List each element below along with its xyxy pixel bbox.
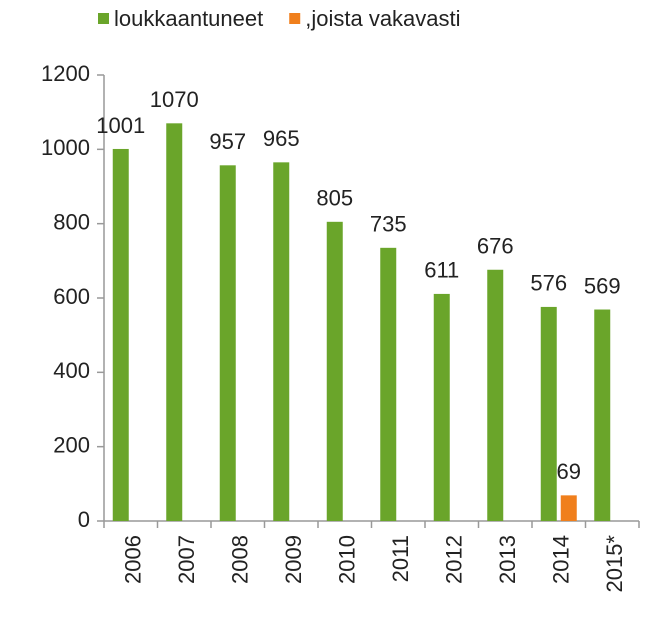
y-tick-label: 600: [53, 284, 90, 309]
data-label: 611: [424, 258, 459, 283]
bar: [166, 123, 183, 522]
y-tick-label: 1000: [41, 135, 90, 160]
data-label: 69: [557, 459, 581, 484]
data-label: 957: [209, 129, 246, 154]
x-tick-label: 2013: [495, 535, 520, 584]
bar: [273, 162, 290, 521]
data-label: 576: [530, 271, 567, 296]
data-label: 805: [316, 186, 353, 211]
bar: [112, 148, 129, 521]
data-label: 1070: [150, 87, 199, 112]
data-label: 735: [370, 212, 407, 237]
x-tick-label: 2008: [228, 535, 253, 584]
x-tick-label: 2009: [281, 535, 306, 584]
bar: [433, 293, 450, 521]
x-tick-label: 2006: [121, 535, 146, 584]
bar: [326, 221, 343, 521]
y-tick-label: 400: [53, 358, 90, 383]
x-tick-label: 2012: [442, 535, 467, 584]
bar: [560, 495, 577, 521]
x-tick-label: 2015*: [602, 535, 627, 593]
bar: [594, 309, 611, 521]
bar: [380, 247, 397, 521]
legend-swatch: [98, 13, 109, 24]
x-tick-label: 2011: [388, 535, 413, 582]
legend-label: loukkaantuneet: [114, 6, 263, 31]
bar: [219, 165, 236, 521]
data-label: 1001: [96, 113, 145, 138]
bar: [487, 269, 504, 521]
data-label: 965: [263, 126, 300, 151]
x-tick-label: 2014: [549, 535, 574, 584]
data-label: 676: [477, 234, 514, 259]
legend-label: ,joista vakavasti: [305, 6, 460, 31]
y-tick-label: 1200: [41, 61, 90, 86]
y-tick-label: 0: [78, 507, 90, 532]
data-label: 569: [584, 273, 621, 298]
x-tick-label: 2007: [174, 535, 199, 584]
y-tick-label: 200: [53, 432, 90, 457]
y-tick-label: 800: [53, 209, 90, 234]
bar: [540, 306, 557, 521]
legend-swatch: [289, 13, 301, 24]
x-tick-label: 2010: [335, 535, 360, 584]
